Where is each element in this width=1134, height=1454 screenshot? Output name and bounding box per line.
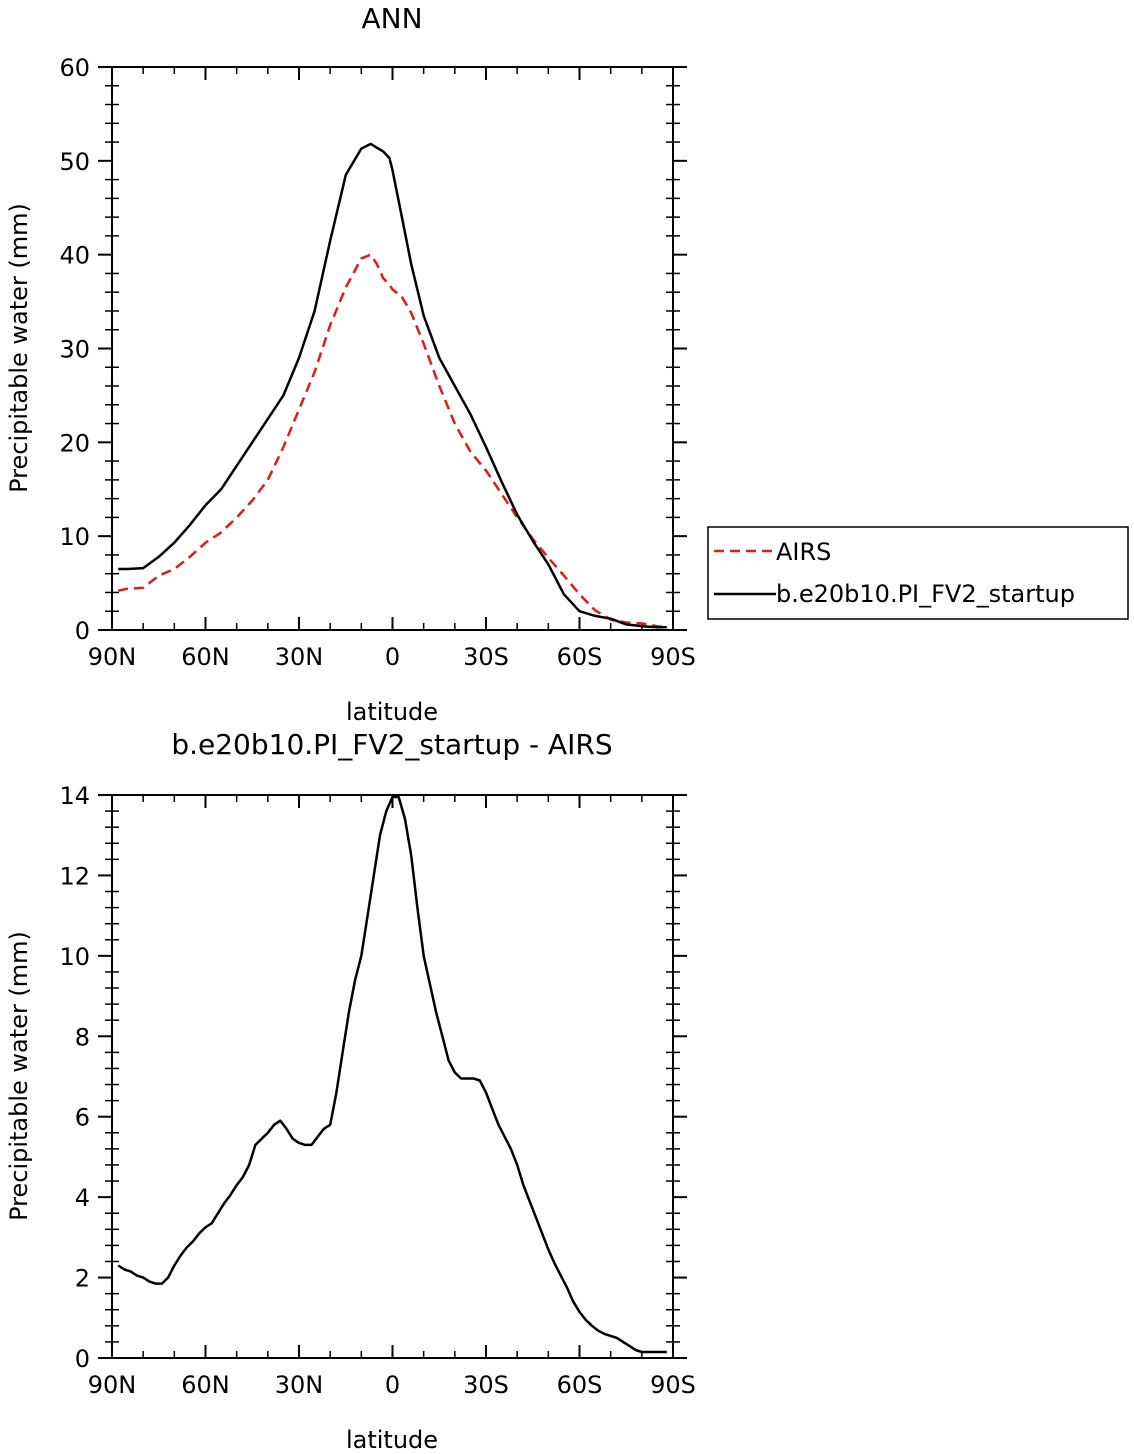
model-series-line-1-0: [117, 795, 667, 1354]
y-tick-label: 0: [75, 617, 90, 645]
y-tick-label: 10: [59, 523, 90, 551]
y-tick-label: 14: [59, 782, 90, 810]
x-tick-label: 60N: [181, 643, 230, 671]
legend-label-airs: AIRS: [776, 538, 831, 566]
bottom-ticks: [98, 794, 687, 1359]
top-tick-labels: 90N 60N 30N 0 30S 60S 90S 0 10 20 30 40 50 60: [59, 54, 695, 671]
bottom-panel: b.e20b10.PI_FV2_startup - AIRS 90N 60N 30N…: [5, 728, 696, 1454]
y-tick-label: 60: [59, 54, 90, 82]
x-tick-label: 30S: [463, 643, 509, 671]
x-tick-label: 30S: [463, 1371, 509, 1399]
legend: AIRS b.e20b10.PI_FV2_startup: [707, 526, 1129, 620]
bottom-plot-frame: [111, 794, 674, 1359]
x-tick-label: 0: [385, 643, 400, 671]
x-tick-label: 90N: [88, 643, 137, 671]
x-tick-label: 90S: [650, 1371, 696, 1399]
y-tick-label: 8: [75, 1023, 90, 1051]
bottom-chart-title: b.e20b10.PI_FV2_startup - AIRS: [171, 728, 612, 761]
bottom-series: [117, 795, 667, 1354]
legend-label-model: b.e20b10.PI_FV2_startup: [776, 580, 1075, 608]
x-tick-label: 0: [385, 1371, 400, 1399]
x-tick-label: 30N: [275, 643, 324, 671]
top-ticks: [98, 66, 687, 631]
legend-box: [707, 526, 1129, 620]
y-tick-label: 4: [75, 1184, 90, 1212]
x-tick-label: 90N: [88, 1371, 137, 1399]
top-series: [117, 142, 667, 629]
y-tick-label: 2: [75, 1265, 90, 1293]
top-chart-title: ANN: [361, 2, 422, 35]
airs-series-line-0-0: [117, 253, 667, 629]
y-tick-label: 40: [59, 242, 90, 270]
bottom-x-axis-title: latitude: [346, 1426, 438, 1454]
y-tick-label: 30: [59, 336, 90, 364]
x-tick-label: 60N: [181, 1371, 230, 1399]
top-y-axis-title: Precipitable water (mm): [5, 203, 33, 493]
top-plot-frame: [111, 66, 674, 631]
x-tick-label: 60S: [557, 643, 603, 671]
y-tick-label: 0: [75, 1345, 90, 1373]
top-panel: ANN 90N 60N 30N 0 30S 60S 90S 0 10 20 30 40 50 60 lat…: [5, 2, 696, 726]
y-tick-label: 20: [59, 429, 90, 457]
model-series-line-0-1: [118, 142, 667, 629]
x-tick-label: 90S: [650, 643, 696, 671]
bottom-y-axis-title: Precipitable water (mm): [5, 931, 33, 1221]
top-x-axis-title: latitude: [346, 698, 438, 726]
x-tick-label: 60S: [557, 1371, 603, 1399]
y-tick-label: 10: [59, 943, 90, 971]
y-tick-label: 6: [75, 1104, 90, 1132]
x-tick-label: 30N: [275, 1371, 324, 1399]
bottom-tick-labels: 90N 60N 30N 0 30S 60S 90S 0 2 4 6 8 10 12 14: [59, 782, 695, 1399]
y-tick-label: 50: [59, 148, 90, 176]
y-tick-label: 12: [59, 862, 90, 890]
